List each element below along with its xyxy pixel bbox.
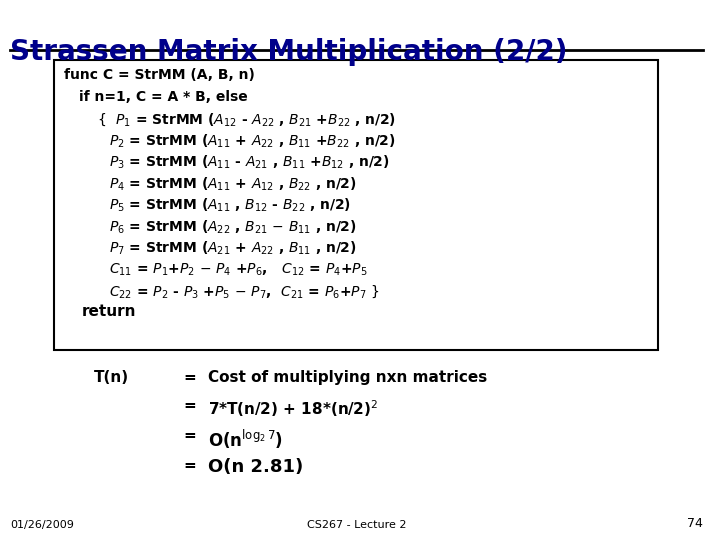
Text: return: return	[82, 305, 137, 320]
Text: T(n): T(n)	[94, 370, 129, 385]
Text: Cost of multiplying nxn matrices: Cost of multiplying nxn matrices	[208, 370, 487, 385]
Text: =: =	[183, 428, 196, 443]
Text: $P_4$ = StrMM ($A_{11}$ + $A_{12}$ , $B_{22}$ , n/2): $P_4$ = StrMM ($A_{11}$ + $A_{12}$ , $B_…	[109, 176, 356, 193]
Text: =: =	[183, 398, 196, 413]
Text: $P_2$ = StrMM ($A_{11}$ + $A_{22}$ , $B_{11}$ +$B_{22}$ , n/2): $P_2$ = StrMM ($A_{11}$ + $A_{22}$ , $B_…	[109, 132, 395, 150]
Text: O(n$^{\log_2 7}$): O(n$^{\log_2 7}$)	[208, 428, 283, 451]
Text: $P_6$ = StrMM ($A_{22}$ , $B_{21}$ $-$ $B_{11}$ , n/2): $P_6$ = StrMM ($A_{22}$ , $B_{21}$ $-$ $…	[109, 219, 356, 236]
Text: $C_{22}$ = $P_2$ - $P_3$ +$P_5$ $-$ $P_7$,  $C_{21}$ = $P_6$+$P_7$ $\}$: $C_{22}$ = $P_2$ - $P_3$ +$P_5$ $-$ $P_7…	[109, 283, 379, 300]
Text: =: =	[183, 370, 196, 385]
Text: =: =	[183, 458, 196, 473]
Text: 01/26/2009: 01/26/2009	[10, 520, 73, 530]
Text: if n=1, C = A * B, else: if n=1, C = A * B, else	[79, 90, 248, 104]
Text: func C = StrMM (A, B, n): func C = StrMM (A, B, n)	[64, 68, 255, 82]
Text: $P_5$ = StrMM ($A_{11}$ , $B_{12}$ - $B_{22}$ , n/2): $P_5$ = StrMM ($A_{11}$ , $B_{12}$ - $B_…	[109, 197, 351, 214]
FancyBboxPatch shape	[55, 60, 658, 350]
Text: $C_{11}$ = $P_1$+$P_2$ $-$ $P_4$ +$P_6$,   $C_{12}$ = $P_4$+$P_5$: $C_{11}$ = $P_1$+$P_2$ $-$ $P_4$ +$P_6$,…	[109, 261, 368, 278]
Text: 74: 74	[687, 517, 703, 530]
Text: 7*T(n/2) + 18*(n/2)$^2$: 7*T(n/2) + 18*(n/2)$^2$	[208, 398, 378, 419]
Text: Strassen Matrix Multiplication (2/2): Strassen Matrix Multiplication (2/2)	[10, 38, 567, 66]
Text: $P_7$ = StrMM ($A_{21}$ + $A_{22}$ , $B_{11}$ , n/2): $P_7$ = StrMM ($A_{21}$ + $A_{22}$ , $B_…	[109, 240, 356, 258]
Text: $\{$  $P_1$ = StrMM ($A_{12}$ - $A_{22}$ , $B_{21}$ +$B_{22}$ , n/2): $\{$ $P_1$ = StrMM ($A_{12}$ - $A_{22}$ …	[97, 111, 396, 128]
Text: CS267 - Lecture 2: CS267 - Lecture 2	[307, 520, 406, 530]
Text: $P_3$ = StrMM ($A_{11}$ - $A_{21}$ , $B_{11}$ +$B_{12}$ , n/2): $P_3$ = StrMM ($A_{11}$ - $A_{21}$ , $B_…	[109, 154, 390, 171]
Text: O(n 2.81): O(n 2.81)	[208, 458, 303, 476]
